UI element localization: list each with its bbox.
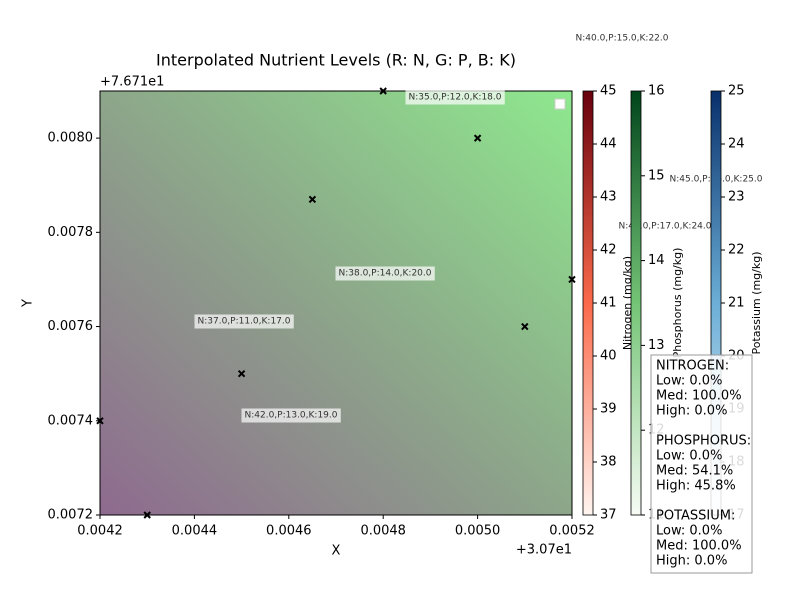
- stats-heading: PHOSPHORUS:: [656, 434, 751, 449]
- colorbar-tick-label: 41: [600, 296, 617, 311]
- sample-point: [96, 417, 104, 425]
- colorbar-tick-label: 44: [600, 137, 617, 152]
- colorbar-tick-label: 40: [600, 349, 617, 364]
- x-tick-label: 0.0052: [549, 524, 595, 539]
- annotation-box: [405, 90, 505, 105]
- colorbar-label: Phosphorus (mg/kg): [671, 248, 684, 359]
- stats-line: High: 45.8%: [656, 479, 736, 494]
- colorbar-tick-label: 13: [648, 338, 665, 353]
- sample-point: [379, 87, 387, 95]
- colorbar-tick-label: 43: [600, 190, 617, 205]
- stats-line: Low: 0.0%: [656, 374, 722, 389]
- legend: [554, 98, 566, 110]
- x-axis-label: X: [332, 544, 341, 559]
- colorbar-tick-label: 16: [648, 84, 665, 99]
- colorbar-label: Potassium (mg/kg): [750, 251, 763, 354]
- colorbar-tick-label: 39: [600, 402, 617, 417]
- sample-point: [521, 322, 529, 331]
- colorbar-tick-label: 38: [600, 455, 617, 470]
- stats-line: Low: 0.0%: [656, 524, 722, 539]
- point-annotation: N:38.0,P:14.0,K:20.0: [339, 269, 432, 279]
- stats-line: Med: 100.0%: [656, 539, 742, 554]
- stats-line: Med: 100.0%: [656, 389, 742, 404]
- point-annotation: N:37.0,P:11.0,K:17.0: [198, 317, 291, 327]
- y-tick-label: 0.0080: [48, 131, 94, 146]
- x-tick-label: 0.0044: [172, 524, 218, 539]
- x-tick-label: 0.0046: [266, 524, 312, 539]
- stats-line: Low: 0.0%: [656, 449, 722, 464]
- y-axis-label: Y: [21, 299, 36, 308]
- stats-heading: POTASSIUM:: [656, 509, 735, 524]
- stats-line: High: 0.0%: [656, 554, 727, 569]
- point-annotation: N:35.0,P:12.0,K:18.0: [409, 93, 502, 103]
- x-tick-label: 0.0048: [360, 524, 406, 539]
- chart-title: Interpolated Nutrient Levels (R: N, G: P…: [156, 51, 516, 70]
- x-tick-label: 0.0050: [455, 524, 501, 539]
- sample-point: [237, 369, 246, 378]
- colorbar-tick-label: 24: [728, 137, 745, 152]
- point-annotation: N:44.0,P:17.0,K:24.0: [619, 222, 712, 232]
- plot-frame: [99, 90, 573, 516]
- colorbar: [582, 90, 594, 516]
- colorbar-tick-label: 42: [600, 243, 617, 258]
- point-annotation: N:42.0,P:13.0,K:19.0: [245, 411, 338, 421]
- stats-box: [650, 354, 753, 574]
- point-annotation: N:40.0,P:15.0,K:22.0: [576, 34, 669, 44]
- stats-line: High: 0.0%: [656, 404, 727, 419]
- colorbar-tick-label: 22: [728, 243, 745, 258]
- sample-point: [568, 275, 576, 284]
- y-tick-label: 0.0074: [48, 413, 94, 428]
- x-tick-label: 0.0042: [77, 524, 123, 539]
- annotation-box: [335, 266, 435, 281]
- interpolated-field: [100, 91, 572, 515]
- stats-heading: NITROGEN:: [656, 359, 729, 374]
- annotation-box: [194, 314, 294, 329]
- colorbar-tick-label: 25: [728, 84, 745, 99]
- x-offset: +3.07e1: [516, 543, 572, 558]
- annotation-box: [241, 408, 341, 423]
- y-offset: +7.671e1: [100, 75, 164, 90]
- sample-point: [143, 511, 151, 519]
- colorbar-tick-label: 37: [600, 508, 617, 523]
- y-tick-label: 0.0076: [48, 319, 94, 334]
- colorbar: [630, 90, 642, 516]
- colorbar-tick-label: 21: [728, 296, 745, 311]
- stats-line: Med: 54.1%: [656, 464, 733, 479]
- sample-point: [473, 134, 482, 142]
- y-tick-label: 0.0078: [48, 225, 94, 240]
- sample-point: [308, 195, 317, 204]
- colorbar-tick-label: 45: [600, 84, 617, 99]
- colorbar-tick-label: 23: [728, 190, 745, 205]
- y-tick-label: 0.0072: [48, 508, 94, 523]
- colorbar-tick-label: 15: [648, 168, 665, 183]
- colorbar-tick-label: 14: [648, 253, 665, 268]
